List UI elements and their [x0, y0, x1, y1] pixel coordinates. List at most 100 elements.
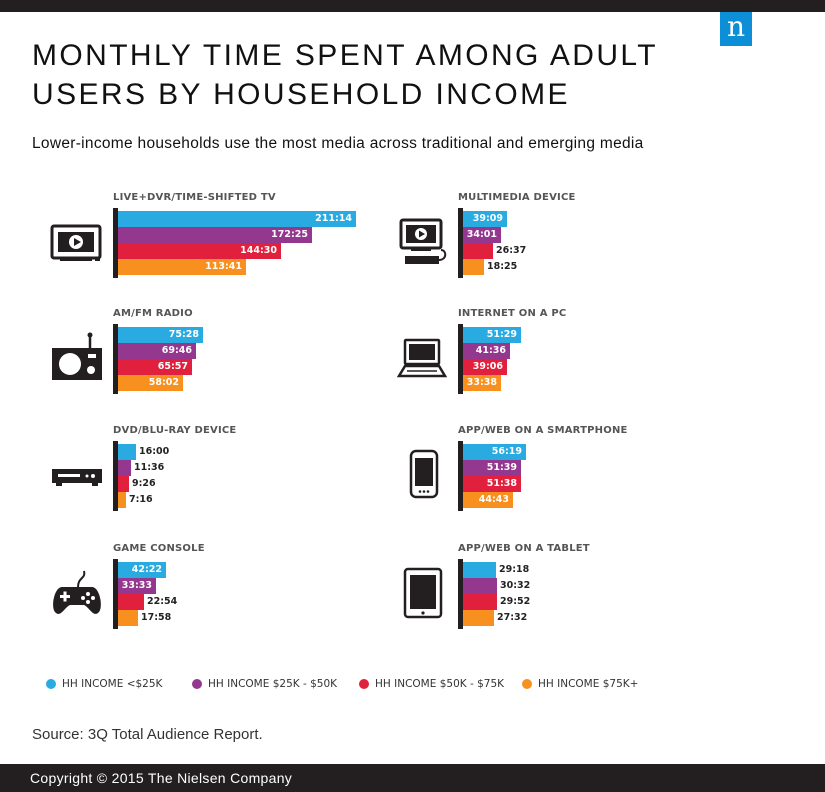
legend-dot — [522, 679, 532, 689]
bar-value-label: 113:41 — [205, 261, 242, 272]
panel-label: MULTIMEDIA DEVICE — [458, 192, 576, 203]
bar-value-label: 69:46 — [161, 345, 192, 356]
laptop-icon — [395, 330, 451, 386]
bar — [118, 211, 356, 227]
bar — [118, 476, 129, 492]
legend-dot — [192, 679, 202, 689]
bar — [463, 243, 493, 259]
dvd-player-icon — [50, 447, 106, 503]
bar-value-label: 211:14 — [315, 213, 352, 224]
bar-value-label: 16:00 — [139, 446, 170, 457]
bar — [463, 610, 494, 626]
bar — [463, 359, 507, 375]
legend-label: HH INCOME $50K - $75K — [375, 678, 505, 690]
bar-value-label: 51:29 — [486, 329, 517, 340]
bar-value-label: 51:38 — [486, 478, 517, 489]
panel-axis — [113, 441, 118, 511]
bar — [118, 375, 183, 391]
bar-value-label: 65:57 — [157, 361, 188, 372]
copyright-text: Copyright © 2015 The Nielsen Company — [30, 770, 293, 786]
panel-label: DVD/BLU-RAY DEVICE — [113, 425, 237, 436]
bar — [118, 343, 196, 359]
tablet-icon — [395, 565, 451, 621]
panel-axis — [458, 324, 463, 394]
bar — [463, 460, 521, 476]
panel-axis — [458, 559, 463, 629]
bar-value-label: 41:36 — [475, 345, 506, 356]
bar-value-label: 39:09 — [472, 213, 503, 224]
chart-panel: APP/WEB ON A TABLET 29:18 30:32 29:52 27:32 — [395, 543, 695, 653]
bar — [463, 327, 521, 343]
panel-label: APP/WEB ON A SMARTPHONE — [458, 425, 628, 436]
bar — [463, 227, 501, 243]
panel-axis — [458, 208, 463, 278]
panel-label: GAME CONSOLE — [113, 543, 205, 554]
bar — [118, 227, 312, 243]
panel-axis — [113, 208, 118, 278]
bar — [463, 375, 501, 391]
chart-panel: LIVE+DVR/TIME-SHIFTED TV 211:14 172:25 144:… — [50, 192, 356, 302]
bar-value-label: 33:38 — [466, 377, 497, 388]
chart-panel: APP/WEB ON A SMARTPHONE 56:19 51:39 51:38 44… — [395, 425, 695, 535]
bar-value-label: 75:28 — [168, 329, 199, 340]
chart-panel: GAME CONSOLE 42:22 33:33 22:54 17:58 — [50, 543, 350, 653]
chart-title: MONTHLY TIME SPENT AMONG ADULT USERS BY … — [32, 39, 658, 111]
bar — [463, 476, 521, 492]
bar-value-label: 17:58 — [141, 612, 172, 623]
panel-axis — [458, 441, 463, 511]
top-bar — [0, 0, 825, 12]
bar-value-label: 58:02 — [148, 377, 179, 388]
smartphone-icon — [395, 447, 451, 503]
bar — [118, 444, 136, 460]
panel-label: AM/FM RADIO — [113, 308, 193, 319]
bar — [118, 243, 281, 259]
legend: HH INCOME <$25K HH INCOME $25K - $50K HH… — [46, 676, 746, 692]
legend-label: HH INCOME $25K - $50K — [208, 678, 338, 690]
bar — [463, 578, 497, 594]
bar — [118, 359, 192, 375]
panel-label: INTERNET ON A PC — [458, 308, 567, 319]
bar-value-label: 44:43 — [478, 494, 509, 505]
legend-label: HH INCOME <$25K — [62, 678, 163, 690]
bar-value-label: 9:26 — [132, 478, 156, 489]
panel-axis — [113, 559, 118, 629]
bar — [463, 492, 513, 508]
bar-value-label: 172:25 — [271, 229, 308, 240]
multimedia-device-icon — [395, 214, 451, 270]
bar-value-label: 34:01 — [466, 229, 497, 240]
bar — [463, 594, 497, 610]
bar-value-label: 18:25 — [487, 261, 518, 272]
bar — [118, 327, 203, 343]
bar — [118, 610, 138, 626]
tv-icon — [50, 214, 106, 270]
bar — [118, 594, 144, 610]
bar — [118, 562, 166, 578]
bar-value-label: 29:52 — [500, 596, 531, 607]
bar-value-label: 42:22 — [131, 564, 162, 575]
bar-value-label: 22:54 — [147, 596, 178, 607]
legend-dot — [46, 679, 56, 689]
panel-axis — [113, 324, 118, 394]
bar-value-label: 144:30 — [240, 245, 277, 256]
panel-label: LIVE+DVR/TIME-SHIFTED TV — [113, 192, 276, 203]
bar-value-label: 27:32 — [497, 612, 528, 623]
chart-panel: MULTIMEDIA DEVICE 39:09 34:01 26:37 18:25 — [395, 192, 695, 302]
bar-value-label: 56:19 — [491, 446, 522, 457]
bar — [463, 562, 496, 578]
bar — [463, 259, 484, 275]
nielsen-logo: n — [720, 12, 752, 46]
bar-value-label: 33:33 — [121, 580, 152, 591]
bar — [463, 211, 507, 227]
footer-bar: Copyright © 2015 The Nielsen Company — [0, 764, 825, 792]
bar — [118, 460, 131, 476]
bar — [118, 578, 156, 594]
bar-value-label: 30:32 — [500, 580, 531, 591]
bar-value-label: 39:06 — [472, 361, 503, 372]
bar — [118, 259, 246, 275]
bar-value-label: 29:18 — [499, 564, 530, 575]
chart-panel: INTERNET ON A PC 51:29 41:36 39:06 33:38 — [395, 308, 695, 418]
bar — [118, 492, 126, 508]
legend-dot — [359, 679, 369, 689]
bar-value-label: 26:37 — [496, 245, 527, 256]
chart-subtitle: Lower-income households use the most med… — [32, 135, 644, 152]
